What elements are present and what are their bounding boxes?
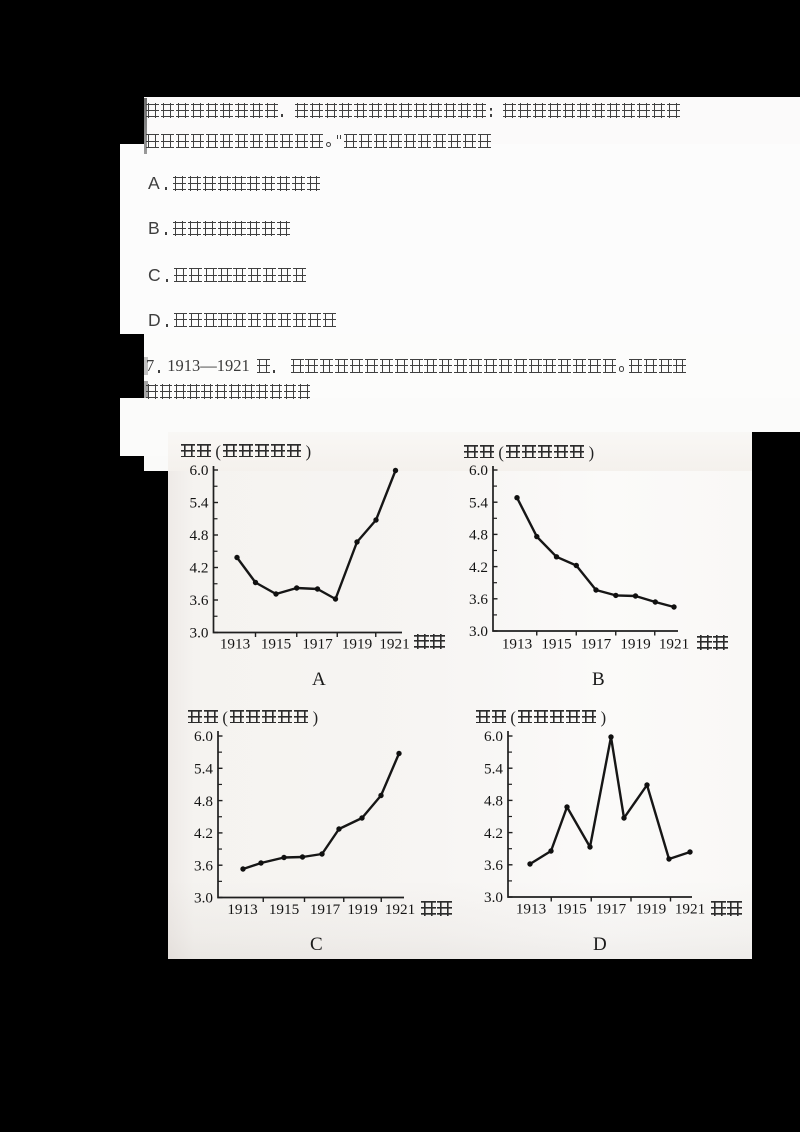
svg-text:3.0: 3.0	[190, 625, 209, 642]
svg-text:4.8: 4.8	[469, 527, 488, 544]
svg-text:1913: 1913	[516, 901, 546, 918]
svg-text:1919: 1919	[636, 901, 666, 918]
svg-text:5.4: 5.4	[469, 494, 488, 511]
svg-text:4.8: 4.8	[190, 527, 209, 544]
svg-text:3.6: 3.6	[190, 592, 209, 609]
svg-text:1919: 1919	[620, 636, 650, 653]
svg-text:3.0: 3.0	[484, 889, 503, 906]
svg-text:4.8: 4.8	[484, 793, 503, 810]
svg-text:1917: 1917	[302, 636, 333, 653]
svg-text:1915: 1915	[556, 901, 586, 918]
svg-text:4.2: 4.2	[469, 559, 488, 576]
svg-text:1921: 1921	[675, 901, 705, 918]
svg-text:4.8: 4.8	[194, 793, 213, 810]
svg-text:3.0: 3.0	[469, 623, 488, 640]
svg-text:6.0: 6.0	[484, 728, 503, 745]
svg-text:6.0: 6.0	[190, 462, 209, 479]
svg-text:1921: 1921	[659, 636, 689, 653]
svg-text:1913: 1913	[502, 636, 532, 653]
svg-text:6.0: 6.0	[469, 462, 488, 479]
svg-text:4.2: 4.2	[194, 825, 213, 842]
svg-text:B: B	[592, 669, 605, 690]
svg-text:3.6: 3.6	[484, 857, 503, 874]
svg-text:3.6: 3.6	[469, 591, 488, 608]
svg-text:1915: 1915	[541, 636, 571, 653]
svg-text:D: D	[593, 934, 607, 955]
svg-text:5.4: 5.4	[194, 761, 213, 778]
svg-text:3.6: 3.6	[194, 857, 213, 874]
svg-text:5.4: 5.4	[190, 495, 209, 512]
svg-text:1913: 1913	[220, 636, 250, 653]
svg-text:1917: 1917	[581, 636, 612, 653]
svg-text:4.2: 4.2	[190, 560, 209, 577]
svg-text:1919: 1919	[342, 636, 372, 653]
svg-text:1915: 1915	[269, 901, 299, 918]
svg-text:C: C	[310, 934, 323, 955]
svg-text:1919: 1919	[347, 901, 377, 918]
svg-text:A: A	[312, 669, 326, 690]
svg-text:1921: 1921	[385, 901, 415, 918]
svg-text:1917: 1917	[596, 901, 627, 918]
svg-text:4.2: 4.2	[484, 825, 503, 842]
svg-text:1921: 1921	[379, 636, 409, 653]
svg-text:5.4: 5.4	[484, 760, 503, 777]
svg-text:1917: 1917	[310, 901, 341, 918]
svg-text:3.0: 3.0	[194, 890, 213, 907]
svg-text:6.0: 6.0	[194, 728, 213, 745]
svg-text:1915: 1915	[261, 636, 291, 653]
svg-text:1913: 1913	[227, 901, 257, 918]
